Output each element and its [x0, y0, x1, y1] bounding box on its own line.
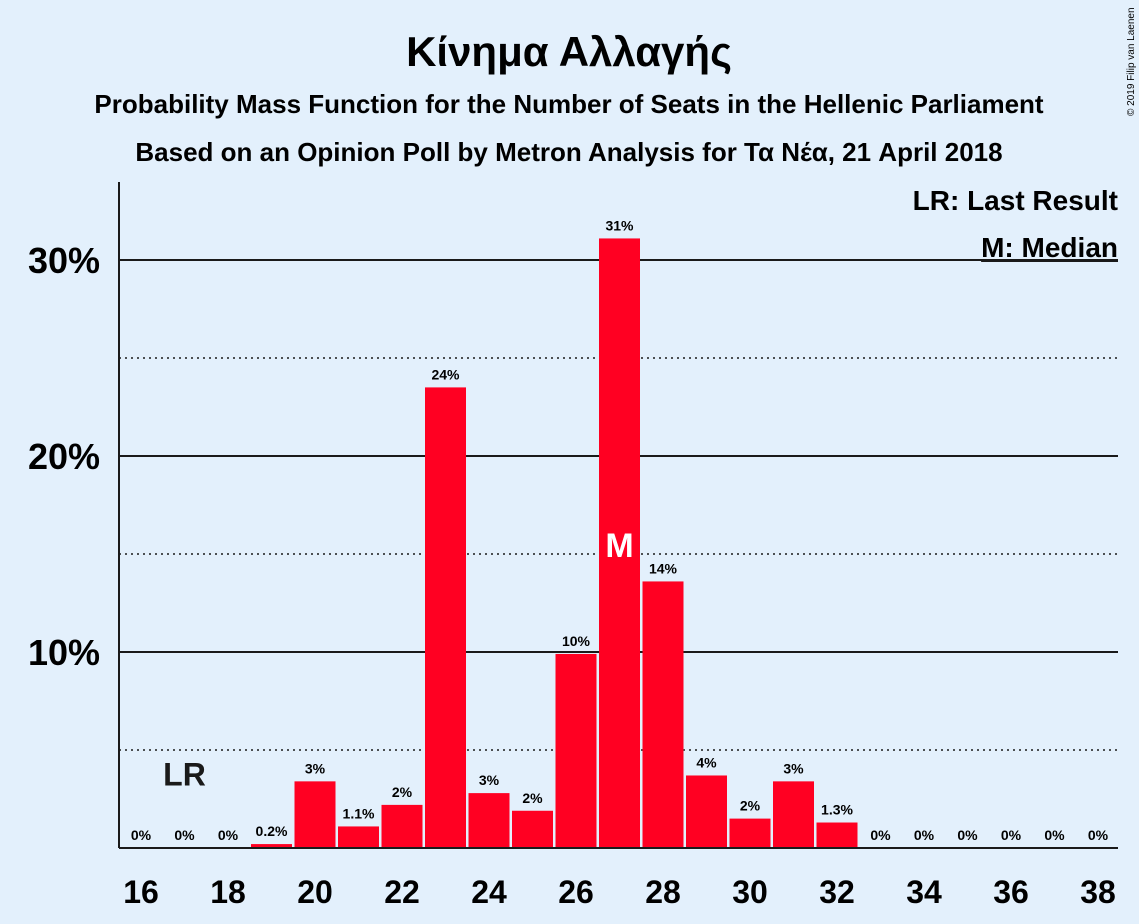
data-label-seat-38: 0% — [1088, 827, 1109, 843]
data-label-seat-35: 0% — [957, 827, 978, 843]
bar-seat-28 — [642, 581, 684, 848]
data-label-seat-34: 0% — [914, 827, 935, 843]
data-label-seat-33: 0% — [870, 827, 891, 843]
data-labels-group: 0% 0% 0% 0.2% 3% 1.1% 2% 24% 3% 2% 10% 31% 14% 4% 2% 3%… — [131, 217, 1109, 843]
x-tick-label: 24 — [471, 874, 507, 910]
data-label-seat-28: 14% — [649, 560, 678, 576]
y-tick-label: 10% — [28, 632, 100, 673]
x-tick-label: 28 — [645, 874, 681, 910]
x-tick-label: 30 — [732, 874, 768, 910]
data-label-seat-25: 2% — [522, 790, 543, 806]
bar-seat-24 — [468, 793, 510, 848]
x-tick-label: 20 — [297, 874, 333, 910]
legend-median: M: Median — [981, 232, 1118, 263]
bar-seat-20 — [294, 781, 336, 848]
bars-group — [251, 238, 858, 848]
bar-seat-29 — [686, 775, 727, 848]
copyright-text: © 2019 Filip van Laenen — [1126, 7, 1137, 116]
data-label-seat-20: 3% — [305, 760, 326, 776]
data-label-seat-26: 10% — [562, 633, 591, 649]
y-tick-label: 30% — [28, 240, 100, 281]
bar-seat-23 — [425, 387, 466, 848]
data-label-seat-27: 31% — [605, 217, 634, 233]
ticks-group: 10% 20% 30% 16 18 20 22 24 26 28 30 32 34 36 38 — [28, 240, 1116, 910]
x-tick-label: 36 — [993, 874, 1029, 910]
chart-title: Κίνημα Αλλαγής — [406, 28, 732, 75]
data-label-seat-21: 1.1% — [343, 805, 375, 821]
legend-last-result: LR: Last Result — [913, 185, 1118, 216]
last-result-marker: LR — [163, 756, 206, 792]
data-label-seat-19: 0.2% — [256, 823, 288, 839]
chart-subtitle: Probability Mass Function for the Number… — [94, 89, 1044, 119]
bar-seat-22 — [381, 804, 423, 848]
bar-seat-25 — [512, 810, 553, 848]
bar-seat-32 — [816, 822, 858, 848]
x-tick-label: 38 — [1080, 874, 1116, 910]
axes-group — [118, 182, 1118, 849]
data-label-seat-32: 1.3% — [821, 802, 853, 818]
data-label-seat-31: 3% — [783, 760, 804, 776]
data-label-seat-17: 0% — [174, 827, 195, 843]
data-label-seat-29: 4% — [696, 754, 717, 770]
x-tick-label: 32 — [819, 874, 855, 910]
bar-seat-19 — [251, 844, 292, 848]
x-tick-label: 18 — [210, 874, 246, 910]
data-label-seat-37: 0% — [1044, 827, 1065, 843]
bar-seat-26 — [555, 653, 597, 848]
markers-group: M LR — [163, 527, 633, 792]
bar-seat-30 — [729, 818, 771, 848]
median-marker: M — [605, 527, 633, 565]
bar-seat-27 — [599, 238, 640, 848]
data-label-seat-24: 3% — [479, 772, 500, 788]
y-tick-label: 20% — [28, 436, 100, 477]
data-label-seat-30: 2% — [740, 798, 761, 814]
data-label-seat-18: 0% — [218, 827, 239, 843]
data-label-seat-16: 0% — [131, 827, 152, 843]
x-tick-label: 16 — [123, 874, 159, 910]
bar-seat-21 — [338, 826, 379, 848]
x-tick-label: 26 — [558, 874, 594, 910]
chart-subtitle-poll: Based on an Opinion Poll by Metron Analy… — [135, 137, 1002, 167]
x-tick-label: 34 — [906, 874, 942, 910]
x-tick-label: 22 — [384, 874, 420, 910]
data-label-seat-23: 24% — [431, 366, 460, 382]
data-label-seat-22: 2% — [392, 784, 413, 800]
bar-seat-31 — [773, 781, 814, 848]
data-label-seat-36: 0% — [1001, 827, 1022, 843]
